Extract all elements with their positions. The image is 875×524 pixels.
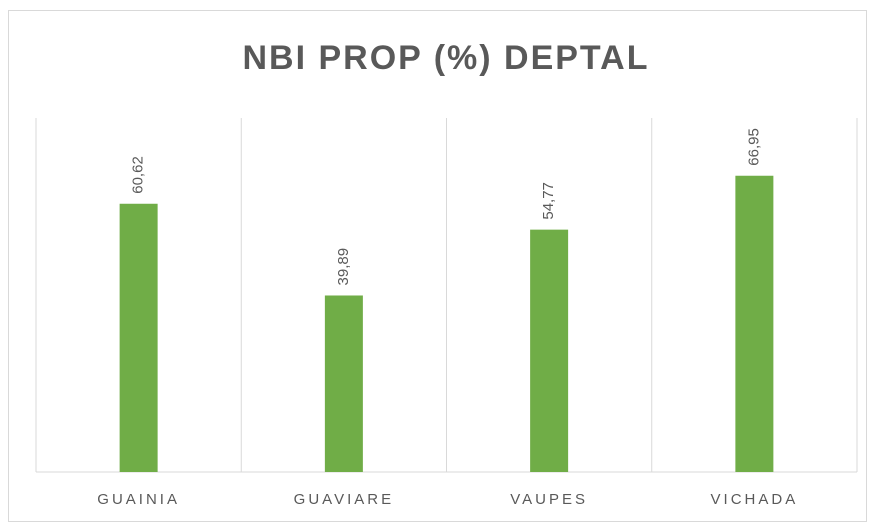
bar	[735, 175, 774, 472]
bar	[530, 229, 569, 472]
bar	[324, 295, 363, 472]
bar	[119, 203, 158, 472]
x-tick-label: VICHADA	[711, 491, 799, 508]
x-tick-label: GUAINIA	[97, 491, 180, 508]
x-tick-label: VAUPES	[510, 491, 588, 508]
data-label: 39,89	[335, 248, 352, 286]
data-label: 60,62	[130, 156, 147, 194]
x-tick-label: GUAVIARE	[294, 491, 394, 508]
chart-title: NBI PROP (%) DEPTAL	[243, 39, 650, 77]
data-label: 54,77	[540, 182, 557, 220]
data-label: 66,95	[745, 128, 762, 166]
